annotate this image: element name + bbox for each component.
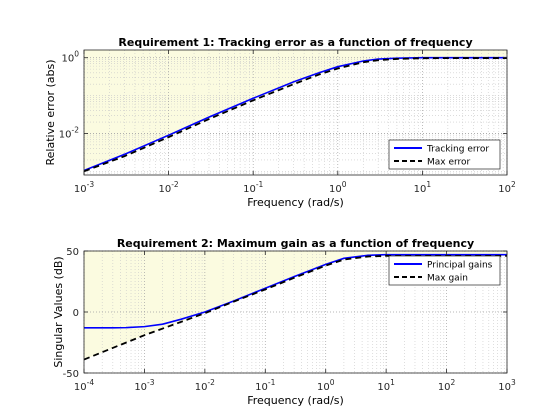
- legend: Tracking error Max error: [388, 139, 501, 170]
- x-tick-label: 100: [329, 180, 347, 195]
- legend-box: [388, 139, 501, 170]
- x-axis-label: Frequency (rad/s): [247, 196, 344, 209]
- legend-label-2: Max error: [427, 158, 471, 168]
- shaded-region: [84, 251, 507, 360]
- x-tick-label: 10-4: [74, 378, 94, 393]
- chart-1: 10-3 10-2 10-1 100 101 102 10-2 100 Requirement …: [44, 36, 516, 209]
- legend-label-1: Principal gains: [427, 261, 493, 271]
- x-tick-label: 100: [317, 378, 335, 393]
- y-tick-label: 0: [73, 308, 79, 319]
- legend-box: [388, 255, 501, 286]
- y-axis-label: Relative error (abs): [44, 59, 57, 165]
- legend: Principal gains Max gain: [388, 255, 501, 286]
- x-tick-label: 10-3: [134, 378, 154, 393]
- x-tick-label: 10-1: [243, 180, 263, 195]
- x-axis-label: Frequency (rad/s): [247, 394, 344, 407]
- y-axis-label: Singular Values (dB): [52, 256, 65, 367]
- y-tick-label: 50: [66, 247, 79, 258]
- chart-title: Requirement 1: Tracking error as a funct…: [118, 36, 472, 49]
- x-tick-label: 103: [498, 378, 516, 393]
- legend-label-2: Max gain: [427, 274, 468, 284]
- y-tick-label: 10-2: [59, 125, 79, 140]
- tick-marks: [83, 50, 508, 175]
- chart-2: 10-4 10-3 10-2 10-1 100 101 102 103 50 0 -50 Requir…: [52, 237, 516, 407]
- shaded-region: [84, 50, 507, 172]
- series-line-2: [84, 57, 507, 173]
- x-tick-label: 101: [414, 180, 432, 195]
- legend-label-1: Tracking error: [426, 145, 489, 155]
- x-tick-label: 102: [498, 180, 516, 195]
- axes-box: [83, 49, 508, 176]
- chart-title: Requirement 2: Maximum gain as a functio…: [117, 237, 474, 250]
- x-tick-label: 10-2: [158, 180, 178, 195]
- tick-marks: [83, 250, 508, 374]
- y-tick-label: -50: [63, 369, 79, 380]
- x-tick-label: 10-2: [195, 378, 215, 393]
- series-line-1: [84, 253, 507, 329]
- y-tick-label: 100: [61, 50, 79, 65]
- x-tick-label: 10-1: [255, 378, 275, 393]
- x-tick-label: 10-3: [74, 180, 94, 195]
- x-tick-label: 102: [438, 378, 456, 393]
- x-tick-label: 101: [377, 378, 395, 393]
